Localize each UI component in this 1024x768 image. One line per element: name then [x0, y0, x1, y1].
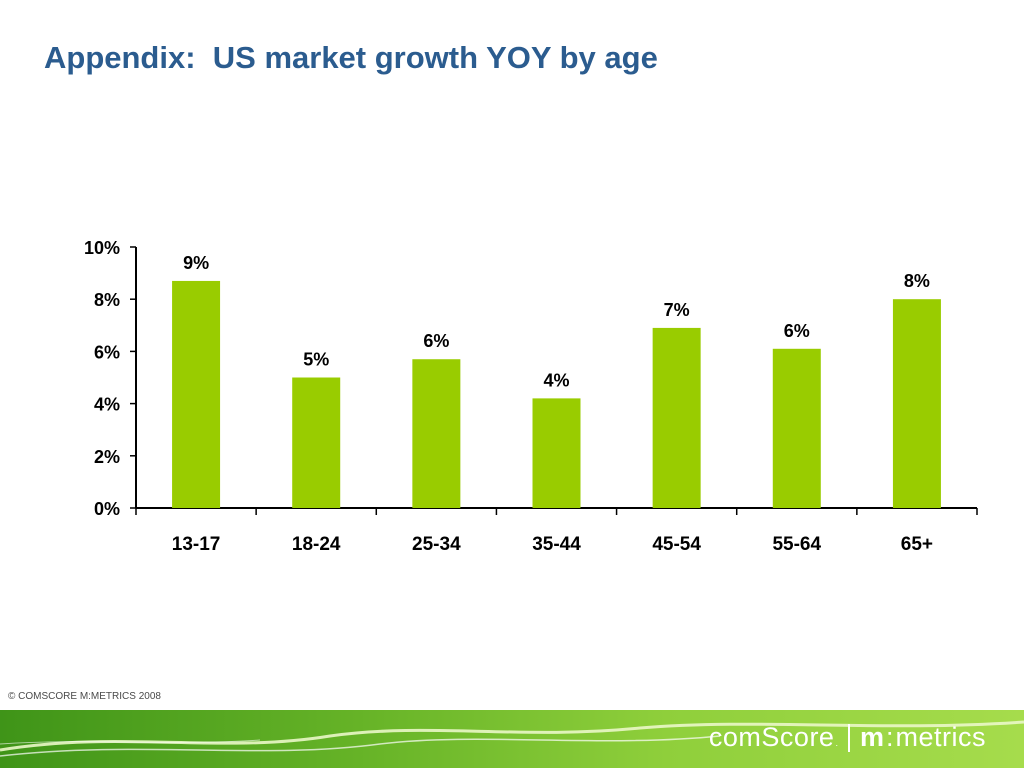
data-label: 5% — [303, 350, 329, 370]
bar — [292, 377, 341, 508]
data-label: 8% — [904, 271, 930, 291]
x-tick-label: 65+ — [901, 534, 933, 555]
y-tick-label: 10% — [84, 238, 120, 258]
data-label: 7% — [664, 300, 690, 320]
data-label: 6% — [784, 321, 810, 341]
footer-band: comScore . m : metrics — [0, 710, 1024, 768]
y-tick-label: 8% — [94, 290, 120, 310]
bar — [532, 398, 581, 508]
data-label: 4% — [543, 370, 569, 390]
y-tick-label: 6% — [94, 342, 120, 362]
x-tick-label: 25-34 — [412, 534, 461, 555]
brand-logo: comScore . m : metrics — [709, 722, 986, 753]
bar — [772, 348, 821, 508]
comscore-logo-dot: . — [835, 738, 838, 748]
mmetrics-logo-m: m — [859, 722, 884, 752]
slide-title: Appendix: US market growth YOY by age — [44, 40, 658, 75]
y-tick-label: 4% — [94, 395, 120, 415]
bar — [652, 327, 701, 508]
copyright-notice: © COMSCORE M:METRICS 2008 — [8, 691, 161, 702]
data-label: 6% — [423, 331, 449, 351]
bar — [412, 359, 461, 508]
bar — [172, 280, 221, 508]
y-tick-label: 0% — [94, 499, 120, 519]
footer-wave-decoration — [0, 720, 1024, 757]
x-tick-label: 13-17 — [172, 534, 221, 555]
y-tick-label: 2% — [94, 447, 120, 467]
x-tick-label: 35-44 — [532, 534, 581, 555]
bar — [892, 299, 941, 508]
logo-divider — [847, 723, 850, 752]
mmetrics-logo-text: metrics — [895, 722, 986, 752]
x-tick-label: 55-64 — [772, 534, 821, 555]
comscore-logo-text: comScore — [708, 722, 835, 752]
data-label: 9% — [183, 253, 209, 273]
mmetrics-logo-colon: : — [885, 722, 894, 752]
x-tick-label: 18-24 — [292, 534, 341, 555]
bar-chart: 0% 2% 4% 6% 8% 10% 9% 13-17 5% 18-24 6% 25-34 4% 35-4… — [84, 238, 978, 555]
x-tick-label: 45-54 — [652, 534, 701, 555]
